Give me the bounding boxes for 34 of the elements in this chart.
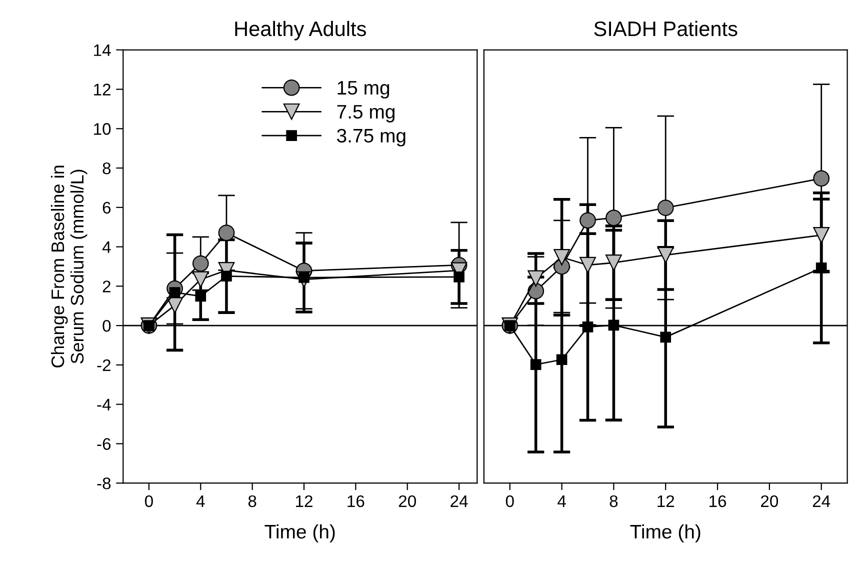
y-tick-label: 0 xyxy=(102,320,111,332)
x-axis-title: Time (h) xyxy=(630,524,700,542)
x-tick-label: 8 xyxy=(248,495,256,508)
y-tick-label: -8 xyxy=(97,477,111,490)
x-tick-label: 16 xyxy=(348,495,364,508)
chart-title: SIADH Patients xyxy=(594,20,738,36)
x-tick-label: 20 xyxy=(761,495,778,508)
y-tick-label: 6 xyxy=(102,202,111,214)
legend-label: 15 mg xyxy=(338,81,390,99)
x-tick-label: 16 xyxy=(710,495,726,508)
x-axis-title: Time (h) xyxy=(264,524,335,542)
y-tick-label: 8 xyxy=(102,162,111,174)
x-tick-label: 20 xyxy=(398,495,416,508)
chart-title: Healthy Adults xyxy=(235,20,366,40)
x-tick-label: 12 xyxy=(658,495,674,507)
y-tick-label: 14 xyxy=(94,44,111,56)
y-tick-label: 4 xyxy=(102,241,111,253)
legend-label: 7.5 mg xyxy=(337,105,394,122)
x-tick-label: 0 xyxy=(144,495,153,508)
y-tick-label: 2 xyxy=(102,280,110,292)
x-tick-label: 8 xyxy=(610,495,618,508)
x-tick-label: 4 xyxy=(558,496,566,507)
y-tick-label: -2 xyxy=(97,359,110,371)
y-tick-label: 10 xyxy=(94,123,111,135)
x-tick-label: 24 xyxy=(450,495,468,507)
y-axis-title: Change From Baseline in Serum Sodium (mmol/L) xyxy=(50,166,88,368)
x-tick-label: 4 xyxy=(196,496,205,507)
x-tick-label: 12 xyxy=(296,495,312,507)
y-tick-label: -4 xyxy=(97,398,111,410)
y-tick-label: -6 xyxy=(97,438,111,450)
legend-label: 3.75 mg xyxy=(337,128,406,146)
y-tick-label: 12 xyxy=(94,84,110,96)
x-tick-label: 0 xyxy=(506,495,514,508)
x-tick-label: 24 xyxy=(812,495,830,507)
